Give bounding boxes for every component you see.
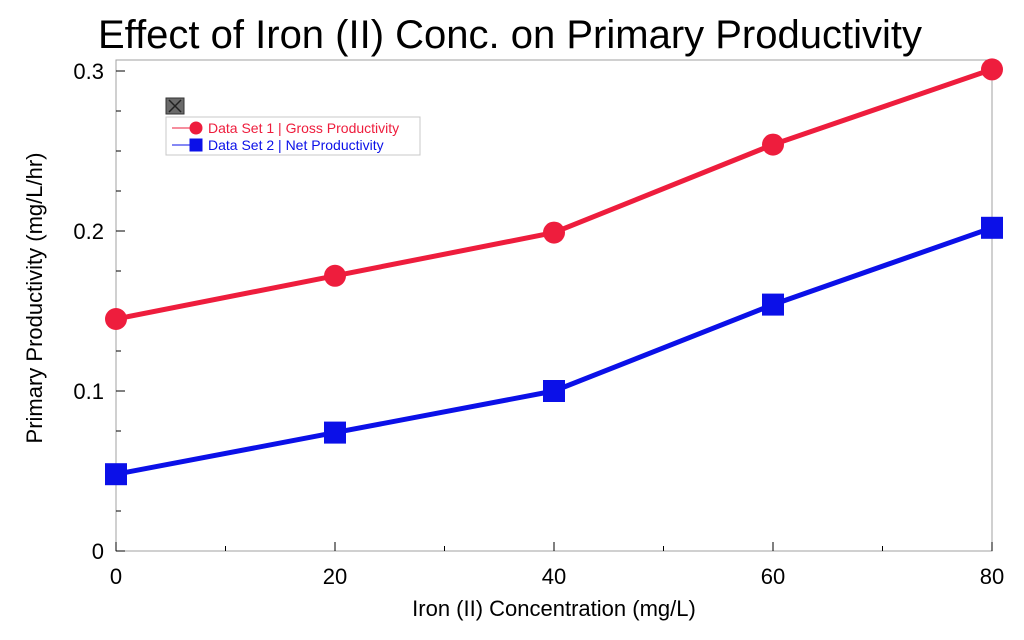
legend-entry-label: Data Set 1 | Gross Productivity bbox=[208, 120, 399, 136]
data-point bbox=[543, 221, 565, 244]
data-point bbox=[762, 293, 784, 316]
y-tick-label: 0.1 bbox=[73, 379, 104, 404]
x-axis-label: Iron (II) Concentration (mg/L) bbox=[412, 596, 696, 621]
y-tick-label: 0 bbox=[92, 539, 104, 564]
series-line bbox=[115, 67, 993, 322]
y-tick-label: 0.2 bbox=[73, 219, 104, 244]
data-point bbox=[324, 264, 346, 287]
x-tick-label: 0 bbox=[110, 564, 122, 589]
x-tick-label: 80 bbox=[980, 564, 1004, 589]
legend-marker bbox=[189, 121, 203, 135]
x-tick-label: 60 bbox=[761, 564, 785, 589]
data-point bbox=[762, 133, 784, 156]
x-tick-label: 40 bbox=[542, 564, 566, 589]
y-tick-label: 0.3 bbox=[73, 59, 104, 84]
tick-labels: 0 20 40 60 80 0 0.1 0.2 0.3 bbox=[73, 59, 1004, 589]
data-point bbox=[981, 216, 1003, 239]
legend-box bbox=[165, 116, 421, 156]
chart-title: Effect of Iron (II) Conc. on Primary Pro… bbox=[98, 13, 922, 57]
x-tick-label: 20 bbox=[323, 564, 347, 589]
series-line bbox=[115, 225, 993, 477]
legend-marker bbox=[189, 138, 203, 152]
series-1 bbox=[105, 58, 1003, 330]
series-layer bbox=[105, 58, 1003, 486]
data-point bbox=[981, 58, 1003, 81]
data-point bbox=[105, 463, 127, 486]
legend-entry-label: Data Set 2 | Net Productivity bbox=[208, 137, 384, 153]
data-point bbox=[105, 308, 127, 330]
close-icon-stroke-b bbox=[168, 99, 182, 113]
series-2 bbox=[105, 216, 1003, 486]
data-point bbox=[324, 421, 346, 444]
data-point bbox=[543, 380, 565, 402]
y-axis-label: Primary Productivity (mg/L/hr) bbox=[22, 153, 47, 444]
